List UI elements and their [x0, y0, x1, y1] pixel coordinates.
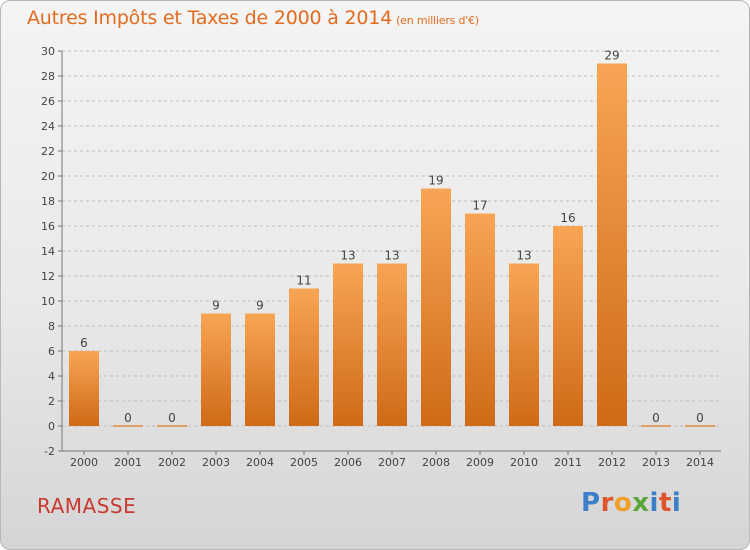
bar-2005: [289, 288, 319, 426]
x-tick-label-2005: 2005: [290, 456, 318, 469]
chart-title-text: Autres Impôts et Taxes de 2000 à 2014: [27, 7, 393, 29]
y-tick-label: 10: [41, 295, 55, 308]
value-label-2006: 13: [340, 249, 355, 263]
x-tick-label-2011: 2011: [554, 456, 582, 469]
value-label-2005: 11: [296, 274, 311, 288]
bar-2011: [553, 226, 583, 426]
place-name: RAMASSE: [37, 494, 137, 518]
x-tick-label-2010: 2010: [510, 456, 538, 469]
bar-2007: [377, 263, 407, 426]
value-label-2010: 13: [516, 249, 531, 263]
y-tick-label: 8: [48, 320, 55, 333]
value-label-2003: 9: [212, 299, 220, 313]
x-tick-label-2014: 2014: [686, 456, 714, 469]
bars: [69, 63, 715, 427]
y-tick-label: 12: [41, 270, 55, 283]
value-label-2002: 0: [168, 411, 176, 425]
value-label-2001: 0: [124, 411, 132, 425]
proxiti-logo: Proxiti: [581, 488, 682, 518]
y-tick-label: 0: [48, 420, 55, 433]
y-tick-label: 14: [41, 245, 55, 258]
chart-title: Autres Impôts et Taxes de 2000 à 2014 (en…: [27, 7, 479, 29]
x-tick-label-2008: 2008: [422, 456, 450, 469]
y-tick-label: 26: [41, 95, 55, 108]
labels: -202468101214161820222426283062000020010…: [41, 45, 714, 469]
bar-2004: [245, 313, 275, 426]
y-tick-label: 16: [41, 220, 55, 233]
bar-2009: [465, 213, 495, 426]
bar-2000: [69, 351, 99, 426]
value-label-2008: 19: [428, 174, 443, 188]
x-tick-label-2006: 2006: [334, 456, 362, 469]
x-tick-label-2012: 2012: [598, 456, 626, 469]
x-tick-label-2002: 2002: [158, 456, 186, 469]
y-tick-label: 4: [48, 370, 55, 383]
x-tick-label-2003: 2003: [202, 456, 230, 469]
y-tick-label: 28: [41, 70, 55, 83]
value-label-2011: 16: [560, 211, 575, 225]
y-tick-label: 24: [41, 120, 55, 133]
bar-2003: [201, 313, 231, 426]
bar-2010: [509, 263, 539, 426]
y-tick-label: 20: [41, 170, 55, 183]
value-label-2004: 9: [256, 299, 264, 313]
y-tick-label: -2: [44, 445, 55, 458]
y-tick-label: 22: [41, 145, 55, 158]
y-tick-label: 2: [48, 395, 55, 408]
x-tick-label-2007: 2007: [378, 456, 406, 469]
value-label-2012: 29: [604, 49, 619, 63]
y-tick-label: 30: [41, 45, 55, 58]
x-tick-label-2004: 2004: [246, 456, 274, 469]
bar-2006: [333, 263, 363, 426]
x-tick-label-2013: 2013: [642, 456, 670, 469]
bar-2008: [421, 188, 451, 426]
value-label-2014: 0: [696, 411, 704, 425]
y-tick-label: 18: [41, 195, 55, 208]
value-label-2000: 6: [80, 336, 88, 350]
value-label-2007: 13: [384, 249, 399, 263]
value-label-2013: 0: [652, 411, 660, 425]
y-tick-label: 6: [48, 345, 55, 358]
x-tick-label-2000: 2000: [70, 456, 98, 469]
chart-unit: (en milliers d'€): [396, 14, 479, 27]
axes: [58, 50, 721, 455]
value-label-2009: 17: [472, 199, 487, 213]
bar-2012: [597, 63, 627, 426]
x-tick-label-2001: 2001: [114, 456, 142, 469]
x-tick-label-2009: 2009: [466, 456, 494, 469]
